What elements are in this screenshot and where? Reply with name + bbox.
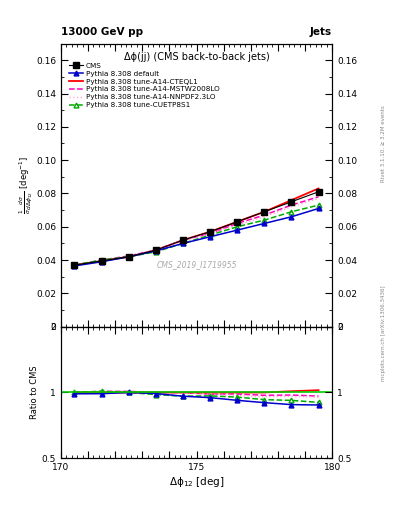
Y-axis label: $\frac{1}{\sigma}\frac{d\sigma}{d\Delta\phi_{12}}$ [deg$^{-1}$]: $\frac{1}{\sigma}\frac{d\sigma}{d\Delta\… [17,156,35,214]
Text: 13000 GeV pp: 13000 GeV pp [61,27,143,37]
X-axis label: Δϕ$_{12}$ [deg]: Δϕ$_{12}$ [deg] [169,475,224,489]
Text: CMS_2019_I1719955: CMS_2019_I1719955 [156,260,237,269]
Y-axis label: Ratio to CMS: Ratio to CMS [30,366,39,419]
Text: Jets: Jets [310,27,332,37]
Legend: CMS, Pythia 8.308 default, Pythia 8.308 tune-A14-CTEQL1, Pythia 8.308 tune-A14-M: CMS, Pythia 8.308 default, Pythia 8.308 … [67,61,221,110]
Text: mcplots.cern.ch [arXiv:1306.3436]: mcplots.cern.ch [arXiv:1306.3436] [381,285,386,380]
Text: Rivet 3.1.10, ≥ 3.2M events: Rivet 3.1.10, ≥ 3.2M events [381,105,386,182]
Text: Δϕ(jj) (CMS back-to-back jets): Δϕ(jj) (CMS back-to-back jets) [124,52,269,62]
